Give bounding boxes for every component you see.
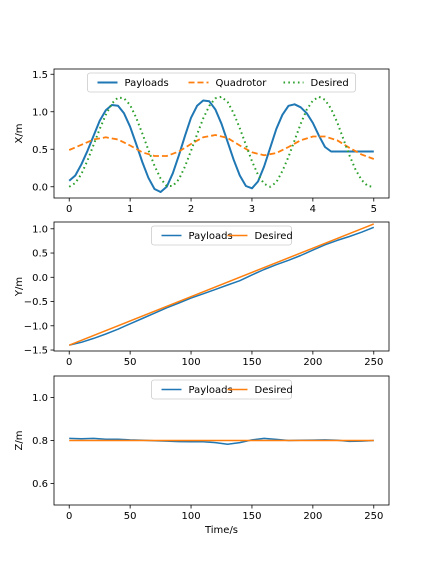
y-axis-label: X/m <box>14 124 25 144</box>
series-line-desired <box>68 95 374 188</box>
x-tick-label: 100 <box>181 511 200 522</box>
y-tick-label: −0.5 <box>24 297 48 308</box>
x-tick-label: 2 <box>188 204 194 215</box>
x-position-plot: 0 1 2 3 4 5 0.0 0.5 1.0 1.5 X/m Payloads Quadrotor De… <box>14 68 390 215</box>
y-tick-label: 1.0 <box>32 393 48 404</box>
series-line-payloads <box>69 226 375 346</box>
plot-frame <box>53 68 390 199</box>
y-tick-label: 1.0 <box>32 107 48 118</box>
x-tick-label: 50 <box>124 357 137 368</box>
legend-label-payloads: Payloads <box>125 78 169 89</box>
x-tick-label: 5 <box>371 204 377 215</box>
y-tick-label: 0.5 <box>32 145 48 156</box>
y-axis-label: Y/m <box>14 277 25 297</box>
legend: Payloads Quadrotor Desired <box>87 72 356 93</box>
x-tick-label: 50 <box>124 511 137 522</box>
y-tick-label: 0.0 <box>32 182 48 193</box>
x-tick-label: 250 <box>364 357 383 368</box>
legend-box <box>87 72 356 93</box>
x-tick-label: 150 <box>242 511 261 522</box>
legend-box <box>151 379 292 400</box>
x-tick-label: 100 <box>181 357 200 368</box>
y-position-plot: 0 50 100 150 200 250 −1.5 −1.0 −0.5 0.0 0.5 1.0 Y/m P… <box>14 221 390 368</box>
y-tick-label: −1.5 <box>24 346 48 357</box>
legend-label-desired: Desired <box>255 385 293 396</box>
x-tick-label: 4 <box>310 204 316 215</box>
series-line-payloads <box>68 99 374 193</box>
x-axis-label: Time/s <box>204 525 238 536</box>
x-tick-label: 200 <box>303 357 322 368</box>
x-tick-label: 0 <box>66 357 72 368</box>
series-line-desired <box>68 223 375 346</box>
x-tick-label: 200 <box>303 511 322 522</box>
x-tick-label: 0 <box>66 204 72 215</box>
y-tick-label: 0.5 <box>32 249 48 260</box>
z-position-plot: 0 50 100 150 200 250 0.6 0.8 1.0 Z/m Time/s Payload… <box>14 375 390 536</box>
legend: Payloads Desired <box>151 379 293 400</box>
x-tick-label: 1 <box>127 204 133 215</box>
y-tick-label: 1.5 <box>32 70 48 81</box>
series-line-payloads <box>69 437 374 445</box>
x-tick-label: 3 <box>249 204 255 215</box>
plot-frame <box>53 221 390 352</box>
y-tick-label: 0.8 <box>32 436 48 447</box>
series-line-quadrotor <box>68 134 375 160</box>
legend: Payloads Desired <box>151 225 293 246</box>
legend-label-payloads: Payloads <box>189 385 233 396</box>
y-tick-label: 1.0 <box>32 224 48 235</box>
x-tick-label: 0 <box>66 511 72 522</box>
legend-label-desired: Desired <box>255 231 293 242</box>
legend-label-payloads: Payloads <box>189 231 233 242</box>
legend-label-quadrotor: Quadrotor <box>216 78 268 89</box>
x-tick-label: 150 <box>242 357 261 368</box>
y-tick-label: −1.0 <box>24 321 48 332</box>
y-tick-label: 0.6 <box>32 479 48 490</box>
x-tick-label: 250 <box>364 511 383 522</box>
y-axis-label: Z/m <box>14 431 25 451</box>
y-tick-label: 0.0 <box>32 273 48 284</box>
legend-label-desired: Desired <box>311 78 349 89</box>
legend-box <box>151 225 292 246</box>
